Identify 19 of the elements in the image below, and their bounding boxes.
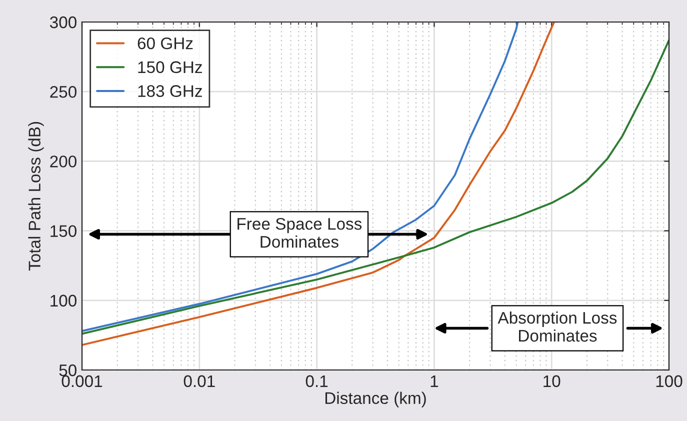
- x-tick-label: 10: [544, 375, 560, 388]
- y-tick-label: 150: [50, 225, 76, 238]
- legend-label: 60 GHz: [138, 37, 193, 50]
- legend-label: 183 GHz: [138, 85, 202, 97]
- legend-label: 150 GHz: [138, 61, 202, 74]
- annotation: Absorption Loss Dominates: [498, 311, 617, 342]
- x-tick-label: 0.01: [184, 375, 215, 388]
- x-tick-label: 0.001: [62, 375, 102, 388]
- y-axis-title: Total Path Loss (dB): [28, 122, 44, 271]
- y-tick-label: 50: [59, 364, 76, 376]
- y-tick-label: 250: [50, 86, 76, 98]
- x-tick-label: 1: [430, 375, 438, 387]
- x-axis-title: Distance (km): [325, 392, 426, 408]
- y-tick-label: 100: [50, 294, 76, 307]
- y-tick-label: 200: [50, 156, 76, 168]
- x-tick-label: 100: [656, 375, 682, 388]
- x-tick-label: 0.1: [306, 375, 328, 388]
- y-tick-label: 300: [50, 16, 76, 28]
- annotation: Free Space Loss Dominates: [238, 218, 362, 248]
